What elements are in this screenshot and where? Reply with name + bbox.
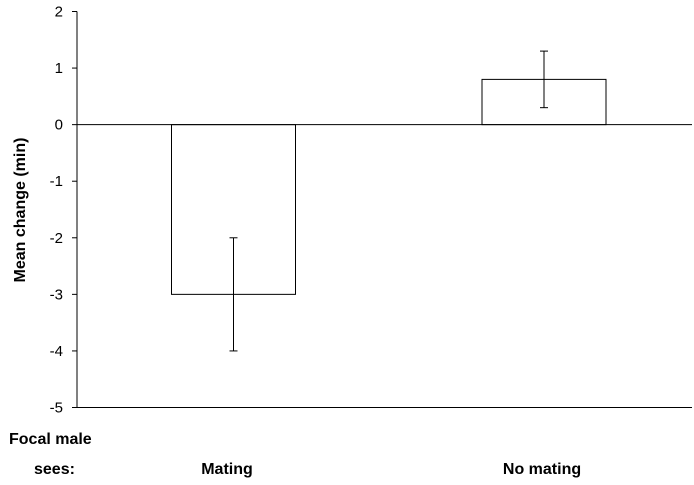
x-axis-caption-line2: sees:	[34, 461, 75, 478]
y-tick-label: -1	[50, 173, 63, 190]
y-axis-title: Mean change (min)	[12, 138, 29, 283]
bars	[171, 78, 607, 295]
error-bars	[229, 50, 548, 352]
y-tick-label: 1	[55, 60, 63, 77]
y-axis	[72, 11, 78, 408]
y-tick-labels: 2 1 0 -1 -2 -3 -4 -5	[50, 4, 63, 417]
category-label-no-mating: No mating	[503, 461, 581, 478]
y-tick-label: -5	[50, 400, 63, 417]
y-tick-label: 2	[55, 4, 63, 21]
category-label-mating: Mating	[201, 461, 253, 478]
y-tick-label: -4	[50, 343, 63, 360]
y-tick-label: -3	[50, 286, 63, 303]
y-tick-label: 0	[55, 117, 63, 134]
x-axis-caption-line1: Focal male	[9, 431, 92, 448]
y-tick-label: -2	[50, 230, 63, 247]
